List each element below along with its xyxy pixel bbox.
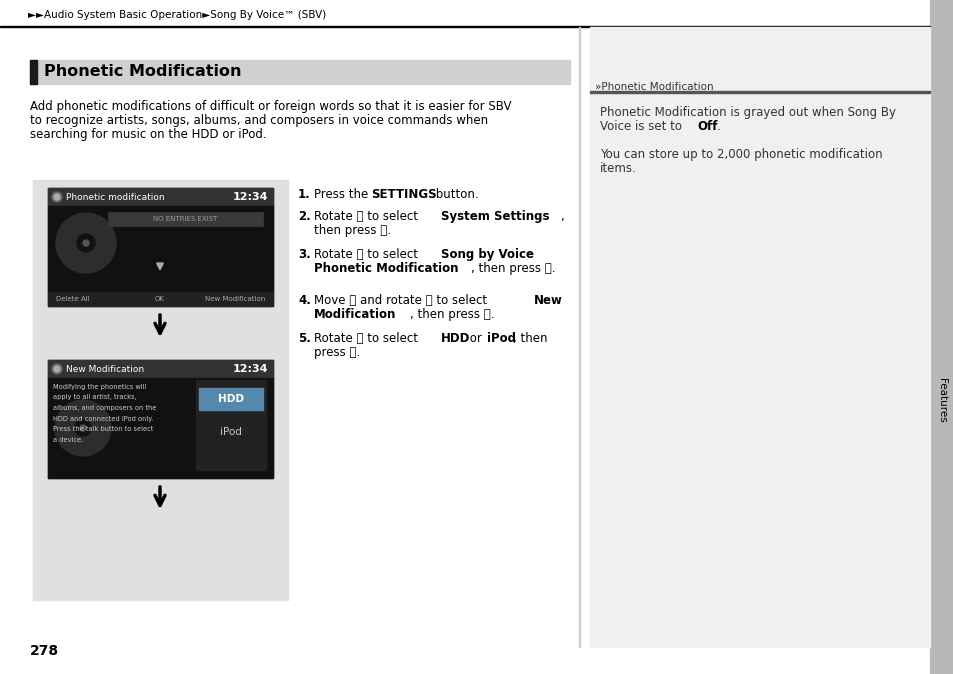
Text: OK: OK (155, 296, 165, 302)
Text: HDD: HDD (218, 394, 244, 404)
Text: Phonetic Modification: Phonetic Modification (314, 262, 458, 275)
Text: Rotate ⭮ to select: Rotate ⭮ to select (314, 210, 421, 223)
Bar (30, 60, 569, 84)
Text: iPod: iPod (486, 332, 516, 345)
Text: 12:34: 12:34 (233, 364, 268, 374)
Circle shape (75, 420, 91, 436)
Circle shape (55, 400, 111, 456)
Text: , then press ⭮.: , then press ⭮. (410, 308, 494, 321)
Text: 278: 278 (30, 644, 59, 658)
Text: 3.: 3. (297, 248, 311, 261)
Text: New Modification: New Modification (66, 365, 144, 373)
Bar (199, 388, 263, 410)
Text: , then press ⭮.: , then press ⭮. (471, 262, 555, 275)
Circle shape (54, 194, 60, 200)
Text: Phonetic modification: Phonetic modification (66, 193, 165, 202)
Text: ►►Audio System Basic Operation►Song By Voice™ (SBV): ►►Audio System Basic Operation►Song By V… (28, 10, 326, 20)
Bar (578, 27, 579, 647)
Text: 2.: 2. (297, 210, 311, 223)
Bar (30, 60, 37, 84)
Text: 4.: 4. (297, 294, 311, 307)
Text: 5.: 5. (297, 332, 311, 345)
Text: .: . (717, 120, 720, 133)
Text: ,: , (559, 210, 563, 223)
Text: System Settings: System Settings (440, 210, 549, 223)
Text: press ⭮.: press ⭮. (314, 346, 360, 359)
Text: »Phonetic Modification: »Phonetic Modification (595, 82, 713, 92)
Bar (48, 188, 273, 206)
Text: searching for music on the HDD or iPod.: searching for music on the HDD or iPod. (30, 128, 266, 141)
Bar (589, 27, 929, 647)
Text: Rotate ⭮ to select: Rotate ⭮ to select (314, 248, 421, 261)
Bar (48, 360, 273, 478)
Text: items.: items. (599, 162, 636, 175)
Text: SETTINGS: SETTINGS (371, 188, 436, 201)
Text: apply to all artist, tracks,: apply to all artist, tracks, (53, 394, 136, 400)
Text: a device.: a device. (53, 437, 83, 443)
Bar (48, 360, 273, 378)
Bar (195, 380, 266, 470)
Text: Delete All: Delete All (56, 296, 90, 302)
Bar (0, 26, 929, 27)
Bar (929, 0, 953, 674)
Text: Song by Voice: Song by Voice (440, 248, 534, 261)
Text: Press the: Press the (314, 188, 372, 201)
Bar (48, 292, 273, 306)
Text: to recognize artists, songs, albums, and composers in voice commands when: to recognize artists, songs, albums, and… (30, 114, 488, 127)
Text: Voice is set to: Voice is set to (599, 120, 685, 133)
Text: Move ⭮ and rotate ⭮ to select: Move ⭮ and rotate ⭮ to select (314, 294, 491, 307)
Text: then press ⭮.: then press ⭮. (314, 224, 391, 237)
Bar (48, 206, 273, 292)
Text: HDD: HDD (440, 332, 470, 345)
Text: Modifying the phonetics will: Modifying the phonetics will (53, 384, 146, 390)
Circle shape (52, 192, 62, 202)
Text: Off: Off (697, 120, 717, 133)
Circle shape (52, 364, 62, 374)
Text: Features: Features (936, 377, 946, 423)
Text: Phonetic Modification is grayed out when Song By: Phonetic Modification is grayed out when… (599, 106, 895, 119)
Text: , then: , then (513, 332, 547, 345)
Text: 12:34: 12:34 (233, 192, 268, 202)
Text: New: New (534, 294, 562, 307)
Circle shape (56, 213, 116, 273)
Text: Add phonetic modifications of difficult or foreign words so that it is easier fo: Add phonetic modifications of difficult … (30, 100, 511, 113)
Text: iPod: iPod (220, 427, 242, 437)
Text: Rotate ⭮ to select: Rotate ⭮ to select (314, 332, 421, 345)
Text: or: or (465, 332, 485, 345)
Bar (589, 91, 929, 92)
Bar (33, 180, 288, 600)
Text: button.: button. (432, 188, 478, 201)
Bar (108, 212, 263, 226)
Text: NO ENTRIES EXIST: NO ENTRIES EXIST (152, 216, 217, 222)
Text: New Modification: New Modification (205, 296, 265, 302)
Text: Phonetic Modification: Phonetic Modification (44, 65, 241, 80)
Circle shape (83, 240, 89, 246)
Circle shape (77, 234, 95, 252)
Text: Press the talk button to select: Press the talk button to select (53, 426, 153, 432)
Bar (48, 378, 273, 478)
Circle shape (80, 425, 86, 431)
Circle shape (54, 366, 60, 372)
Text: Modification: Modification (314, 308, 395, 321)
Text: You can store up to 2,000 phonetic modification: You can store up to 2,000 phonetic modif… (599, 148, 882, 161)
Text: albums, and composers on the: albums, and composers on the (53, 405, 156, 411)
Text: HDD and connected iPod only.: HDD and connected iPod only. (53, 415, 153, 421)
Text: 1.: 1. (297, 188, 311, 201)
Bar (48, 188, 273, 306)
